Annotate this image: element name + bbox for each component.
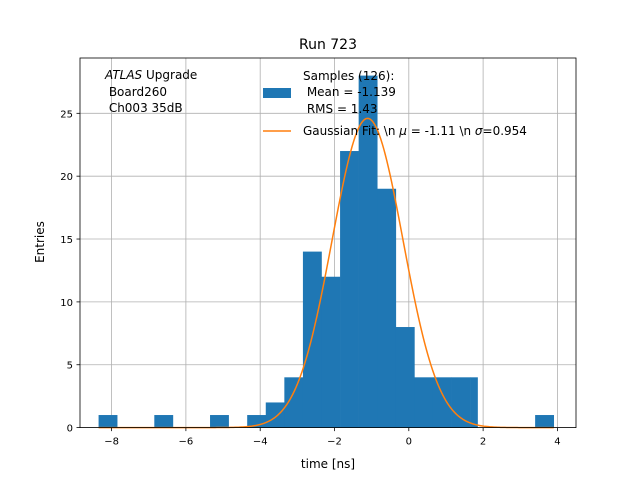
histogram-bar — [210, 415, 229, 428]
legend-fit-sigma-symbol: σ — [475, 124, 483, 138]
histogram-bar — [358, 75, 378, 428]
histogram-bar — [302, 251, 322, 428]
annotation-atlas: ATLAS — [104, 68, 143, 82]
annotation-line-2: Board260 — [105, 85, 167, 99]
legend-fit-mu-symbol: μ — [398, 124, 407, 138]
y-tick-label: 20 — [60, 172, 73, 183]
chart-title: Run 723 — [299, 37, 357, 53]
x-tick-label: −4 — [253, 437, 268, 448]
histogram-bar — [321, 276, 341, 428]
histogram-bar — [414, 377, 434, 428]
x-tick-label: −2 — [327, 437, 342, 448]
annotation-line-3: Ch003 35dB — [105, 101, 183, 115]
atlas-annotation: ATLAS Upgrade Board260 Ch003 35dB — [104, 68, 197, 115]
legend-histogram-swatch — [263, 88, 291, 98]
legend-histogram-line-3: RMS = 1.43 — [303, 102, 378, 116]
histogram-bar — [432, 377, 452, 428]
x-tick-label: −6 — [179, 437, 194, 448]
legend-fit-prefix: Gaussian Fit: \n — [303, 124, 399, 138]
y-tick-label: 5 — [67, 361, 73, 372]
x-tick-label: 0 — [406, 437, 412, 448]
histogram-bar — [395, 327, 415, 428]
x-axis-label: time [ns] — [301, 457, 355, 471]
x-tick-label: 2 — [480, 437, 486, 448]
legend-fit-label: Gaussian Fit: \n μ = -1.11 \n σ=0.954 — [303, 124, 527, 138]
histogram-bar — [451, 377, 471, 428]
legend-histogram-line-2: Mean = -1.139 — [303, 85, 396, 99]
y-tick-label: 10 — [60, 298, 73, 309]
y-tick-label: 0 — [67, 424, 73, 435]
legend-fit-mu-text: = -1.11 \n — [407, 124, 475, 138]
histogram-bar — [265, 402, 285, 428]
histogram-bar — [377, 188, 397, 428]
x-tick-label: −8 — [104, 437, 119, 448]
y-tick-label: 15 — [60, 235, 73, 246]
annotation-line-1: ATLAS Upgrade — [104, 68, 197, 82]
legend: Samples (126): Mean = -1.139 RMS = 1.43 … — [263, 69, 527, 138]
histogram-bar — [98, 415, 118, 428]
histogram-bars — [98, 75, 555, 428]
x-tick-label: 4 — [554, 437, 560, 448]
axis-ticks: −8 −6 −4 −2 0 2 4 0 5 10 15 20 25 — [60, 109, 560, 447]
plot-frame — [79, 57, 577, 429]
annotation-upgrade: Upgrade — [142, 68, 197, 82]
y-tick-label: 25 — [60, 109, 73, 120]
histogram-bar — [340, 151, 359, 428]
histogram-bar — [535, 415, 555, 428]
histogram-bar — [470, 377, 478, 428]
histogram-bar — [154, 415, 174, 428]
legend-histogram-line-1: Samples (126): — [303, 69, 394, 83]
y-axis-label: Entries — [33, 221, 47, 263]
histogram-bar — [284, 377, 304, 428]
legend-fit-sigma-text: =0.954 — [483, 124, 527, 138]
